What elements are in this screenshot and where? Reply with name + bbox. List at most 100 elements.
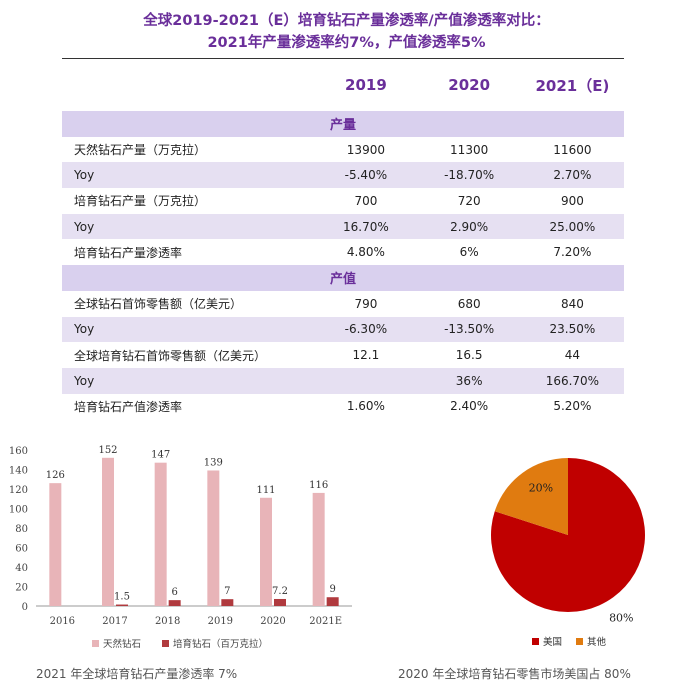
row-label: Yoy: [74, 219, 95, 234]
lab-grown-bar-label: 6: [171, 587, 177, 598]
x-tick-label: 2017: [102, 616, 127, 627]
row-value: 6%: [459, 245, 479, 260]
legend-swatch-natural: [92, 640, 99, 647]
x-tick-label: 2018: [155, 616, 180, 627]
y-tick-label: 120: [9, 485, 28, 496]
table-header-row: 2019 2020 2021（E): [62, 58, 624, 111]
lab-grown-diamond-bar: [221, 599, 234, 606]
row-value: 720: [457, 193, 481, 208]
legend-label-usa: 美国: [543, 636, 562, 648]
y-tick-label: 80: [15, 524, 28, 535]
table-row: Yoy -5.40% -18.70% 2.70%: [62, 162, 624, 189]
row-value: 5.20%: [553, 399, 592, 414]
market-share-pie-chart: 80% 20% 美国 其他: [440, 440, 680, 660]
pie-chart-caption: 2020 年全球培育钻石零售市场美国占 80%: [398, 667, 631, 681]
lab-grown-bar-label: 1.5: [114, 592, 130, 603]
row-value: 16.70%: [343, 219, 389, 234]
page-title: 全球2019-2021（E）培育钻石产量渗透率/产值渗透率对比： 2021年产量…: [0, 10, 693, 54]
lab-grown-bar-label: 7.2: [272, 586, 288, 597]
title-line-2: 2021年产量渗透率约7%，产值渗透率5%: [207, 35, 486, 51]
row-value: -18.70%: [444, 168, 495, 183]
x-tick-label: 2020: [260, 616, 285, 627]
x-tick-label: 2021E: [309, 616, 342, 627]
natural-diamond-bar: [154, 462, 167, 606]
row-value: 1.60%: [346, 399, 385, 414]
row-value: 900: [560, 193, 584, 208]
y-tick-label: 20: [15, 583, 28, 594]
section-header: 产量: [62, 111, 624, 137]
table-row: 全球钻石首饰零售额（亿美元） 790 680 840: [62, 291, 624, 317]
row-value: -6.30%: [344, 322, 388, 337]
row-value: 16.5: [455, 348, 483, 363]
row-value: 36%: [455, 373, 483, 388]
legend-label-natural: 天然钻石: [103, 638, 141, 650]
table-row: 天然钻石产量（万克拉） 13900 11300 11600: [62, 137, 624, 163]
natural-bar-label: 152: [98, 445, 117, 456]
header-year: 2021（E): [535, 76, 610, 95]
row-label: 天然钻石产量（万克拉）: [74, 143, 207, 158]
row-value: -13.50%: [444, 322, 495, 337]
bar-chart-svg: 0 20 40 60 80 100 120 140 160 126 2016 152 1.5 2017 14…: [9, 445, 352, 650]
lab-grown-bar-label: 9: [329, 584, 335, 595]
y-tick-label: 60: [15, 544, 28, 555]
row-value: 790: [354, 296, 378, 311]
row-value: 13900: [346, 142, 385, 157]
pie-slice-other: [494, 458, 568, 535]
row-label: 培育钻石产值渗透率: [74, 399, 183, 414]
comparison-table: 2019 2020 2021（E) 产量 天然钻石产量（万克拉） 13900 1130…: [62, 58, 624, 419]
row-value: 44: [564, 348, 581, 363]
natural-bar-label: 147: [151, 450, 170, 461]
legend-swatch-lab-grown: [162, 640, 169, 647]
row-value: 23.50%: [549, 322, 596, 337]
natural-bar-label: 126: [46, 470, 65, 481]
table-row: 全球培育钻石首饰零售额（亿美元） 12.1 16.5 44: [62, 342, 624, 368]
lab-grown-diamond-bar: [326, 597, 339, 606]
lab-grown-diamond-bar: [274, 598, 286, 606]
section-header: 产值: [62, 265, 624, 291]
lab-grown-bar-label: 7: [224, 586, 230, 597]
table-row: 培育钻石产量渗透率 4.80% 6% 7.20%: [62, 239, 624, 265]
header-year: 2020: [448, 76, 491, 94]
lab-grown-diamond-bar: [116, 604, 128, 606]
lab-grown-diamond-bar: [168, 600, 181, 606]
title-line-1: 全球2019-2021（E）培育钻石产量渗透率/产值渗透率对比：: [143, 13, 550, 29]
row-value: 2.90%: [450, 219, 489, 234]
natural-diamond-bar: [207, 470, 220, 606]
legend-swatch-other: [576, 638, 583, 645]
table-row: 培育钻石产量（万克拉） 700 720 900: [62, 188, 624, 214]
header-year: 2019: [345, 76, 387, 94]
x-tick-label: 2019: [208, 616, 233, 627]
natural-bar-label: 139: [204, 457, 223, 468]
row-value: 2.70%: [553, 168, 592, 183]
row-value: 700: [354, 193, 378, 208]
row-label: 培育钻石产量（万克拉）: [74, 194, 207, 209]
natural-bar-label: 116: [309, 480, 328, 491]
row-value: -5.40%: [344, 168, 388, 183]
table-row: Yoy 16.70% 2.90% 25.00%: [62, 213, 624, 240]
row-label: Yoy: [74, 168, 95, 183]
production-bar-chart: 0 20 40 60 80 100 120 140 160 126 2016 152 1.5 2017 14…: [0, 428, 360, 660]
y-tick-label: 0: [22, 602, 28, 613]
row-value: 2.40%: [450, 399, 489, 414]
natural-bar-label: 111: [256, 485, 275, 496]
table-row: Yoy 36% 166.70%: [62, 367, 624, 394]
row-label: 全球培育钻石首饰零售额（亿美元）: [74, 348, 267, 363]
row-value: 680: [457, 296, 481, 311]
y-tick-label: 100: [9, 505, 28, 516]
row-value: 840: [560, 296, 584, 311]
natural-diamond-bar: [49, 483, 62, 606]
row-value: 166.70%: [545, 373, 600, 388]
pie-slice-label: 20%: [529, 482, 553, 495]
pie-chart-svg: 80% 20% 美国 其他: [491, 458, 645, 648]
table-row: 培育钻石产值渗透率 1.60% 2.40% 5.20%: [62, 394, 624, 420]
row-label: 培育钻石产量渗透率: [74, 245, 183, 260]
table-row: Yoy -6.30% -13.50% 23.50%: [62, 316, 624, 343]
row-value: 11600: [553, 142, 592, 157]
x-tick-label: 2016: [50, 616, 75, 627]
row-label: Yoy: [74, 373, 95, 388]
y-tick-label: 40: [15, 563, 28, 574]
y-tick-label: 140: [9, 466, 28, 477]
bar-chart-caption: 2021 年全球培育钻石产量渗透率 7%: [36, 667, 238, 681]
natural-diamond-bar: [102, 457, 114, 606]
row-value: 4.80%: [346, 245, 385, 260]
